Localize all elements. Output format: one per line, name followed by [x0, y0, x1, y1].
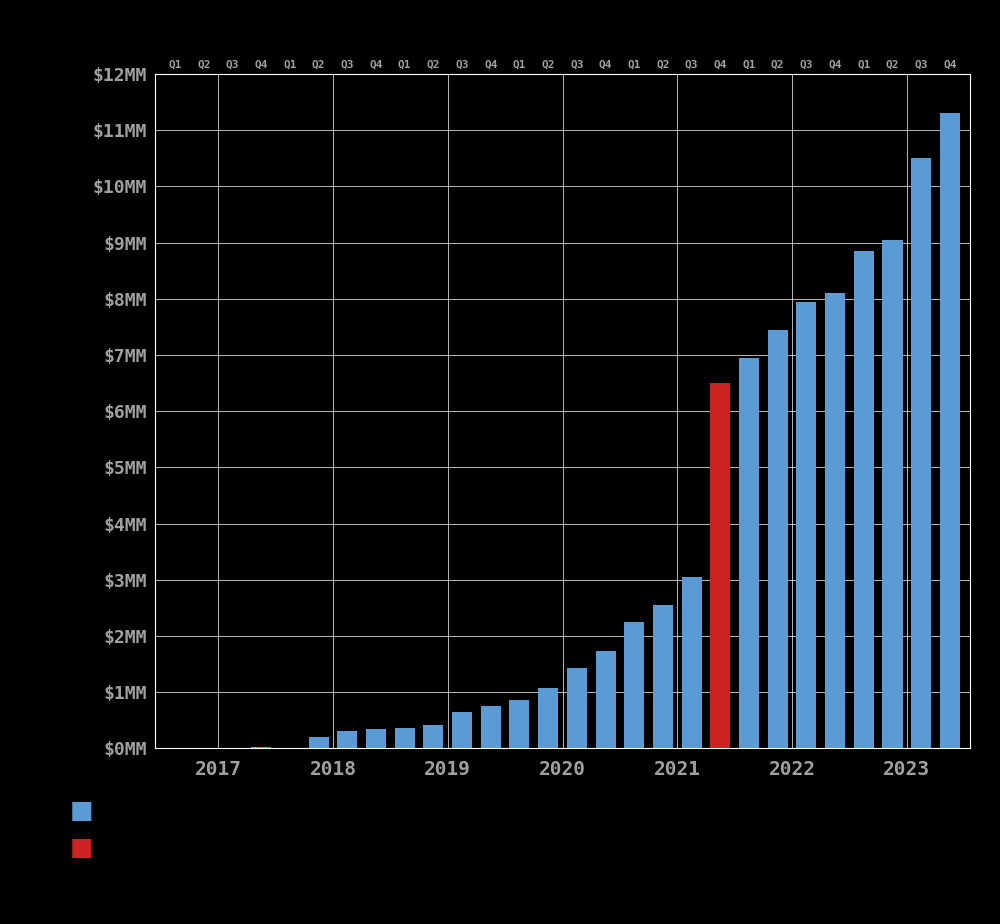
- Bar: [768, 330, 788, 748]
- Text: ■: ■: [70, 835, 94, 859]
- Bar: [567, 668, 587, 748]
- Bar: [366, 729, 386, 748]
- Bar: [309, 737, 329, 748]
- Bar: [423, 724, 443, 748]
- Bar: [825, 293, 845, 748]
- Bar: [796, 301, 816, 748]
- Bar: [710, 383, 730, 748]
- Bar: [854, 251, 874, 748]
- Bar: [337, 731, 357, 748]
- Bar: [624, 622, 644, 748]
- Bar: [251, 747, 271, 748]
- Bar: [739, 358, 759, 748]
- Bar: [509, 699, 529, 748]
- Bar: [682, 577, 702, 748]
- Bar: [452, 711, 472, 748]
- Text: ■: ■: [70, 798, 94, 822]
- Bar: [395, 727, 415, 748]
- Bar: [538, 687, 558, 748]
- Bar: [911, 158, 931, 748]
- Bar: [481, 706, 501, 748]
- Bar: [596, 651, 616, 748]
- Bar: [940, 114, 960, 748]
- Bar: [882, 239, 903, 748]
- Bar: [653, 605, 673, 748]
